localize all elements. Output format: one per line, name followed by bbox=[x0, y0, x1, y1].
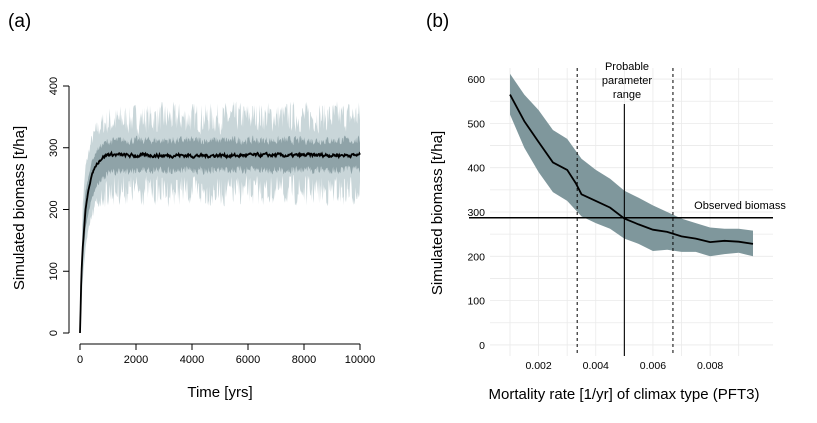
chart-a-x-tick-label: 2000 bbox=[124, 354, 148, 366]
chart-b-y-tick-label: 300 bbox=[467, 207, 485, 219]
chart-a-x-label: Time [yrs] bbox=[187, 384, 252, 401]
chart-a-x-tick-label: 10000 bbox=[345, 354, 376, 366]
chart-b-y-tick-label: 200 bbox=[467, 251, 485, 263]
chart-a-x-tick-label: 6000 bbox=[236, 354, 260, 366]
chart-a-y-tick-label: 100 bbox=[48, 262, 60, 280]
chart-b-x-label: Mortality rate [1/yr] of climax type (PF… bbox=[489, 386, 760, 403]
range-label-line-1: Probable bbox=[605, 61, 649, 73]
chart-a-x-tick-label: 8000 bbox=[292, 354, 316, 366]
chart-b-x-tick-label: 0.006 bbox=[640, 360, 666, 372]
chart-b-x-tick-label: 0.004 bbox=[583, 360, 609, 372]
chart-a-y-tick-label: 200 bbox=[48, 200, 60, 218]
panel-label-a: (a) bbox=[8, 11, 31, 32]
chart-b: (b) Observed biomass Probable parameter … bbox=[426, 11, 786, 403]
chart-a-inner-band bbox=[80, 135, 360, 333]
chart-b-x-axis: 0.002 0.004 0.006 0.008 bbox=[525, 360, 723, 372]
chart-a-bands bbox=[80, 101, 360, 333]
chart-a-x-axis: 0 2000 4000 6000 8000 10000 bbox=[77, 343, 376, 366]
chart-a-outer-band bbox=[80, 101, 360, 333]
chart-b-y-tick-label: 500 bbox=[467, 118, 485, 130]
chart-a-x-tick-label: 4000 bbox=[180, 354, 204, 366]
chart-a-y-axis: 0 100 200 300 400 bbox=[48, 77, 70, 336]
chart-a: (a) 0 2000 4000 6000 8000 10000 0 100 200 300 400… bbox=[8, 11, 375, 401]
chart-a-mean-line bbox=[79, 150, 361, 334]
range-label-line-2: parameter bbox=[602, 75, 652, 87]
observed-biomass-label: Observed biomass bbox=[694, 200, 786, 212]
chart-b-y-tick-label: 400 bbox=[467, 163, 485, 175]
chart-a-y-tick-label: 300 bbox=[48, 139, 60, 157]
chart-b-y-tick-label: 0 bbox=[479, 340, 485, 352]
chart-a-y-label: Simulated biomass [t/ha] bbox=[11, 126, 28, 290]
chart-b-y-axis: 0 100 200 300 400 500 600 bbox=[467, 74, 485, 352]
range-label-line-3: range bbox=[613, 89, 641, 101]
panel-label-b: (b) bbox=[426, 11, 449, 32]
chart-b-y-tick-label: 600 bbox=[467, 74, 485, 86]
chart-a-y-tick-label: 0 bbox=[48, 330, 60, 336]
chart-a-y-tick-label: 400 bbox=[48, 77, 60, 95]
chart-b-y-label: Simulated biomass [t/ha] bbox=[429, 131, 446, 295]
chart-b-x-tick-label: 0.002 bbox=[525, 360, 551, 372]
chart-b-x-tick-label: 0.008 bbox=[697, 360, 723, 372]
chart-a-x-tick-label: 0 bbox=[77, 354, 83, 366]
chart-b-y-tick-label: 100 bbox=[467, 296, 485, 308]
